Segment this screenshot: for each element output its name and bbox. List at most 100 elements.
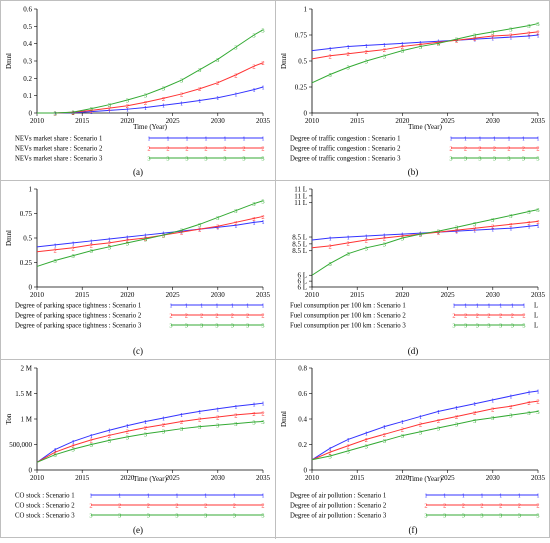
legend-marker: 1	[522, 302, 525, 309]
legend: CO stock : Scenario 1 1 1 1 1 1 1 1 CO stock : S…	[15, 492, 265, 519]
legend-marker: 1	[536, 135, 539, 142]
data-point: 1	[491, 397, 494, 404]
data-point: 1	[509, 226, 512, 233]
series-path	[311, 31, 539, 60]
legend-marker: 2	[261, 145, 264, 152]
data-point: 3	[328, 261, 331, 268]
y-tick-label: 0	[29, 284, 33, 292]
data-point: 3	[455, 37, 458, 44]
data-point: 1	[72, 240, 75, 247]
legend-marker: 2	[242, 145, 245, 152]
legend-label: Fuel consumption per 100 km : Scenario 3	[290, 323, 406, 330]
data-point: 3	[198, 424, 201, 431]
legend-marker: 2	[118, 502, 121, 509]
data-point: 2	[328, 450, 331, 457]
legend-marker: 1	[511, 302, 514, 309]
data-point: 1	[53, 447, 56, 454]
legend-marker: 3	[518, 512, 521, 519]
legend-marker: 3	[118, 512, 121, 519]
data-point: 1	[162, 231, 165, 238]
data-point: 3	[90, 442, 93, 449]
legend-marker: 3	[452, 322, 455, 329]
legend-marker: 2	[522, 312, 525, 319]
data-point: 1	[252, 87, 255, 94]
data-point: 2	[162, 422, 165, 429]
legend-label: Degree of parking space tightness : Scen…	[15, 323, 142, 330]
legend-marker: 2	[89, 502, 92, 509]
data-point: 3	[527, 209, 530, 216]
data-point: 3	[509, 413, 512, 420]
legend-marker: 2	[185, 145, 188, 152]
x-tick-label: 2010	[30, 117, 45, 125]
panel-tag: (d)	[408, 346, 419, 356]
data-point: 1	[90, 109, 93, 116]
legend-marker: 3	[499, 512, 502, 519]
legend-marker: 2	[261, 502, 264, 509]
y-tick-label: 0.75	[295, 32, 308, 40]
x-tick-label: 2015	[350, 474, 365, 482]
data-point: 2	[527, 30, 530, 37]
y-tick-label: 8.5 L	[292, 247, 307, 255]
legend-marker: 1	[518, 492, 521, 499]
x-tick-label: 2025	[441, 474, 456, 482]
x-tick-label: 2030	[486, 117, 501, 125]
data-point: 3	[261, 198, 264, 205]
legend-marker: 2	[223, 145, 226, 152]
chart-d: 6 L6 L6 L8.5 L8.5 L8.5 L11 L11 L11 L2010…	[290, 186, 546, 357]
data-point: 1	[455, 38, 458, 45]
data-point: 2	[108, 106, 111, 113]
legend-marker: 1	[200, 302, 203, 309]
legend-marker: 2	[443, 502, 446, 509]
data-point: 3	[527, 23, 530, 30]
data-point: 3	[383, 53, 386, 60]
legend-marker: 3	[261, 155, 264, 162]
x-tick-label: 2030	[211, 291, 226, 299]
data-point: 2	[216, 80, 219, 87]
data-point: 2	[198, 417, 201, 424]
series-path	[311, 390, 539, 461]
legend-marker: 3	[166, 155, 169, 162]
y-tick-label: 0.75	[20, 210, 33, 218]
data-point: 2	[180, 419, 183, 426]
x-axis-label: Time (Year)	[133, 475, 168, 483]
y-tick-label: 0.6	[298, 390, 307, 398]
x-tick-label: 2020	[395, 474, 410, 482]
legend-marker: 1	[424, 492, 427, 499]
legend-marker: 2	[185, 312, 188, 319]
legend-marker: 3	[261, 322, 264, 329]
data-point: 1	[536, 223, 539, 230]
legend-label: Degree of parking space tightness : Scen…	[15, 303, 141, 310]
legend-label: NEVs market share : Scenario 3	[15, 156, 103, 163]
data-point: 2	[401, 427, 404, 434]
legend-marker: 1	[231, 302, 234, 309]
y-tick-label: 0.5	[298, 58, 307, 66]
legend-marker: 3	[462, 512, 465, 519]
legend-marker: 1	[480, 492, 483, 499]
chart-c: 0 0.25 0.5 0.75 1 2010 2015 2020 2025 2030 2035 Dmn…	[5, 186, 271, 357]
data-point: 2	[491, 224, 494, 231]
data-point: 1	[180, 412, 183, 419]
data-point: 3	[328, 72, 331, 79]
data-point: 3	[126, 434, 129, 441]
legend-marker: 1	[452, 302, 455, 309]
y-tick-label: 0.8	[298, 365, 307, 373]
y-tick-label: 500,000	[9, 441, 32, 449]
y-tick-label: 1 M	[21, 416, 33, 424]
data-point: 2	[365, 237, 368, 244]
data-point: 3	[419, 429, 422, 436]
legend-marker: 1	[261, 302, 264, 309]
legend-marker: 3	[487, 322, 490, 329]
legend-marker: 1	[147, 135, 150, 142]
data-point: 2	[401, 44, 404, 51]
legend-label: Fuel consumption per 100 km : Scenario 1	[290, 303, 406, 310]
y-tick-label: 0.6	[23, 6, 32, 14]
data-point: 2	[252, 64, 255, 71]
data-point: 1	[90, 238, 93, 245]
legend-marker: 3	[522, 155, 525, 162]
y-tick-label: 0.4	[298, 416, 307, 424]
legend-marker: 3	[499, 322, 502, 329]
